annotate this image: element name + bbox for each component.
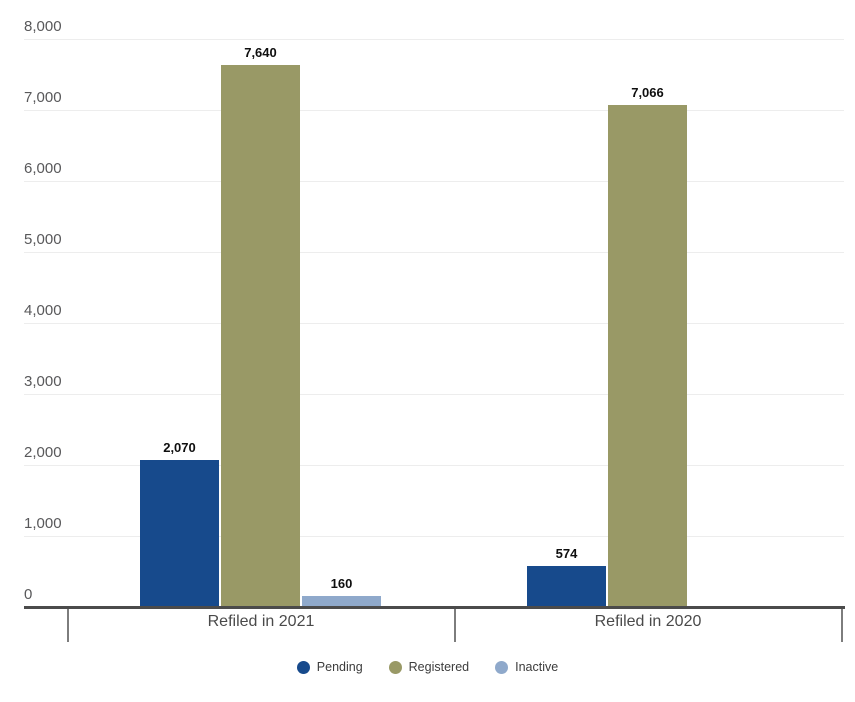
y-axis-tick-label: 5,000: [24, 231, 62, 248]
legend-label: Inactive: [515, 660, 559, 674]
bar-value-label: 2,070: [163, 440, 196, 455]
y-axis-tick-label: 0: [24, 586, 33, 603]
legend-swatch-icon: [495, 660, 509, 674]
y-axis-tick-label: 2,000: [24, 444, 62, 461]
bar-value-label: 574: [555, 546, 578, 561]
x-axis-line: [24, 606, 845, 609]
x-axis-tick: [841, 609, 843, 642]
y-gridline: [24, 39, 844, 40]
chart-legend: Pending Registered Inactive: [0, 660, 855, 674]
category-label: Refiled in 2020: [594, 613, 702, 630]
y-axis-tick-label: 6,000: [24, 160, 62, 177]
bar-pending-1[interactable]: [140, 460, 219, 607]
bar-inactive-1[interactable]: [302, 596, 381, 607]
bar-value-label: 160: [330, 576, 353, 591]
y-gridline: [24, 536, 844, 537]
legend-label: Registered: [408, 660, 470, 674]
bar-pending-2[interactable]: [527, 566, 606, 607]
category-label: Refiled in 2021: [207, 613, 315, 630]
bar-value-label: 7,640: [244, 45, 277, 60]
legend-item-registered[interactable]: Registered: [388, 660, 470, 674]
bar-registered-2[interactable]: [608, 105, 687, 607]
y-gridline: [24, 252, 844, 253]
legend-item-pending[interactable]: Pending: [296, 660, 363, 674]
y-gridline: [24, 394, 844, 395]
bar-registered-1[interactable]: [221, 65, 300, 607]
legend-item-inactive[interactable]: Inactive: [495, 660, 558, 674]
y-axis-tick-label: 1,000: [24, 515, 62, 532]
y-axis-tick-label: 8,000: [24, 18, 62, 35]
y-gridline: [24, 465, 844, 466]
y-axis-tick-label: 7,000: [24, 89, 62, 106]
bar-value-label: 7,066: [631, 85, 664, 100]
y-axis-tick-label: 4,000: [24, 302, 62, 319]
legend-label: Pending: [316, 660, 363, 674]
y-axis-tick-label: 3,000: [24, 373, 62, 390]
y-gridline: [24, 323, 844, 324]
y-gridline: [24, 181, 844, 182]
legend-swatch-icon: [388, 660, 402, 674]
y-gridline: [24, 110, 844, 111]
legend-swatch-icon: [296, 660, 310, 674]
x-axis-tick: [454, 609, 456, 642]
x-axis-tick: [67, 609, 69, 642]
